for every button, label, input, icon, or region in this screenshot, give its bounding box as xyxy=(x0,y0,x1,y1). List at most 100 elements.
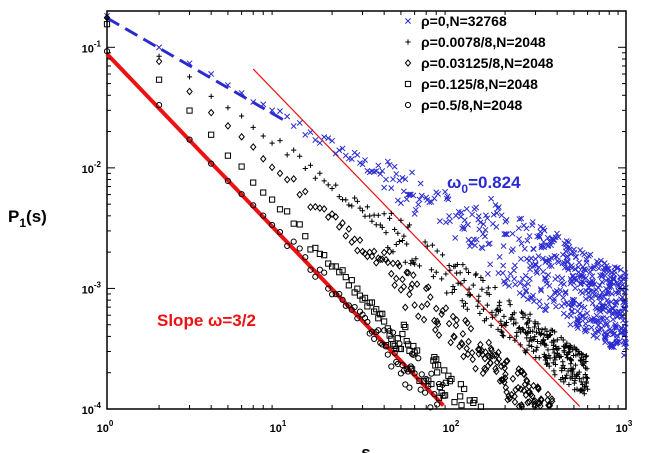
data-point xyxy=(475,213,482,220)
data-point xyxy=(611,330,618,337)
data-point xyxy=(520,386,528,395)
data-point xyxy=(499,375,507,384)
data-point xyxy=(433,356,440,363)
data-point xyxy=(268,221,276,229)
data-point xyxy=(361,294,369,302)
data-point xyxy=(458,402,465,409)
data-point xyxy=(523,225,530,232)
data-point xyxy=(260,189,267,196)
data-point xyxy=(485,285,491,291)
data-point xyxy=(568,358,575,364)
data-point xyxy=(498,212,505,219)
data-point xyxy=(393,241,399,248)
data-point xyxy=(397,345,405,353)
data-point xyxy=(564,372,570,378)
data-point xyxy=(410,351,417,358)
data-point xyxy=(391,349,398,357)
legend-entry: ρ=0.0078/8,N=2048 xyxy=(421,34,546,50)
data-point xyxy=(615,288,622,294)
x-tick-base: 10 xyxy=(270,423,282,435)
data-point xyxy=(531,402,539,411)
series-1 xyxy=(104,12,629,359)
data-point xyxy=(562,288,569,295)
data-point xyxy=(543,361,550,367)
data-point xyxy=(491,351,498,360)
data-point xyxy=(487,261,494,268)
data-point xyxy=(492,364,499,373)
data-point xyxy=(501,378,508,387)
data-point xyxy=(522,288,529,295)
data-point xyxy=(530,328,536,334)
data-point xyxy=(417,386,424,393)
data-point xyxy=(354,285,361,292)
data-point xyxy=(539,327,545,333)
data-point xyxy=(485,241,492,247)
data-point xyxy=(571,297,578,304)
data-point xyxy=(534,269,540,276)
data-point xyxy=(382,343,390,350)
data-point xyxy=(411,210,418,217)
data-point xyxy=(393,170,400,177)
data-point xyxy=(531,336,537,343)
series-3 xyxy=(103,13,556,411)
data-point xyxy=(442,379,450,386)
data-point xyxy=(394,335,401,342)
data-point xyxy=(498,328,504,334)
y-tick-exp: -3 xyxy=(94,280,102,289)
data-point xyxy=(505,392,512,400)
data-point xyxy=(525,280,532,287)
data-point xyxy=(268,196,276,203)
data-point xyxy=(156,44,163,51)
data-point xyxy=(538,396,545,405)
x-tick-label: 102 xyxy=(443,419,460,435)
data-point xyxy=(593,317,600,324)
data-point xyxy=(444,290,450,296)
data-point xyxy=(404,368,412,375)
data-point xyxy=(375,315,382,322)
y-axis-label-tail: (s) xyxy=(26,207,47,226)
data-point xyxy=(502,383,510,392)
data-point xyxy=(489,314,496,320)
data-point xyxy=(381,318,388,325)
y-axis-label-base: P xyxy=(8,207,19,226)
data-point xyxy=(579,290,586,296)
data-point xyxy=(574,325,581,332)
data-point xyxy=(464,306,470,312)
data-point xyxy=(339,145,346,152)
data-point xyxy=(604,320,611,327)
data-point xyxy=(401,233,407,239)
data-point xyxy=(388,185,395,192)
data-point xyxy=(224,177,232,185)
data-point xyxy=(377,311,384,318)
data-point xyxy=(583,353,590,359)
data-point xyxy=(425,283,432,292)
data-point xyxy=(495,204,502,210)
data-point xyxy=(335,223,343,231)
data-point xyxy=(399,330,406,338)
data-point xyxy=(562,365,568,372)
data-point xyxy=(569,308,576,315)
data-point xyxy=(469,355,476,364)
data-point xyxy=(290,238,297,245)
data-point xyxy=(576,310,583,317)
data-point xyxy=(486,291,492,297)
data-point xyxy=(546,363,552,369)
data-point xyxy=(388,363,395,370)
data-point xyxy=(388,335,395,342)
data-point xyxy=(523,377,531,386)
data-point xyxy=(597,257,604,264)
data-point xyxy=(155,76,163,83)
data-point xyxy=(312,244,319,252)
data-point xyxy=(500,243,507,250)
data-point xyxy=(339,296,346,303)
data-point xyxy=(224,122,232,130)
data-point xyxy=(567,321,574,328)
data-point xyxy=(284,113,291,120)
data-point xyxy=(466,286,472,292)
data-point xyxy=(439,276,445,282)
data-point xyxy=(488,352,496,360)
data-point xyxy=(509,374,517,383)
data-point xyxy=(457,381,464,388)
data-point xyxy=(348,238,356,246)
data-point xyxy=(532,262,539,269)
